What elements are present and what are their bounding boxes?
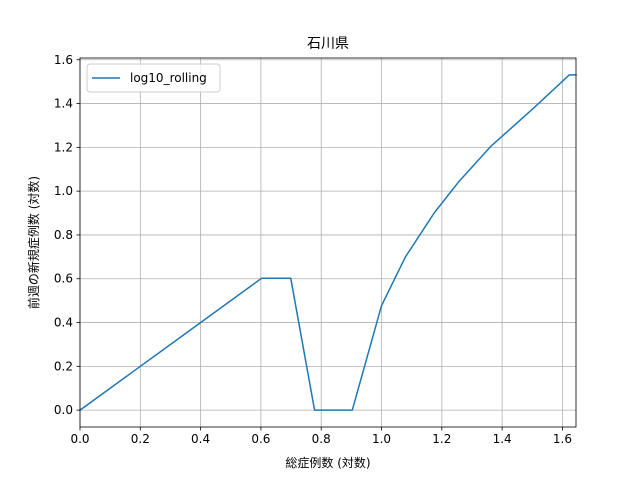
y-tick-label: 0.0 xyxy=(54,403,73,417)
x-tick-label: 0.2 xyxy=(131,432,150,446)
y-tick-label: 0.6 xyxy=(54,272,73,286)
y-tick-label: 0.2 xyxy=(54,359,73,373)
x-tick-label: 1.4 xyxy=(493,432,512,446)
y-axis-label: 前週の新規症例数 (対数) xyxy=(26,176,41,309)
x-axis-ticks: 0.0 0.2 0.4 0.6 0.8 1.0 1.2 1.4 1.6 xyxy=(70,427,572,446)
y-tick-label: 0.4 xyxy=(54,316,73,330)
y-axis-ticks: 0.0 0.2 0.4 0.6 0.8 1.0 1.2 1.4 1.6 xyxy=(54,53,80,417)
series-line xyxy=(78,74,577,412)
plot-frame xyxy=(79,57,577,428)
y-tick-label: 1.6 xyxy=(54,53,73,67)
series-group xyxy=(78,74,577,412)
x-tick-label: 0.0 xyxy=(70,432,89,446)
plot-background xyxy=(80,58,576,427)
x-axis-label: 総症例数 (対数) xyxy=(285,455,370,470)
x-tick-label: 1.0 xyxy=(372,432,391,446)
y-tick-label: 1.0 xyxy=(54,184,73,198)
legend-box xyxy=(86,63,221,93)
legend: log10_rolling xyxy=(86,63,221,93)
chart-title: 石川県 xyxy=(307,36,349,52)
x-tick-label: 1.2 xyxy=(432,432,451,446)
x-tick-label: 0.8 xyxy=(312,432,331,446)
x-tick-label: 1.6 xyxy=(553,432,572,446)
y-tick-label: 0.8 xyxy=(54,228,73,242)
y-tick-label: 1.2 xyxy=(54,140,73,154)
y-tick-label: 1.4 xyxy=(54,97,73,111)
x-tick-label: 0.6 xyxy=(251,432,270,446)
legend-label: log10_rolling xyxy=(130,71,207,85)
x-tick-label: 0.4 xyxy=(191,432,210,446)
